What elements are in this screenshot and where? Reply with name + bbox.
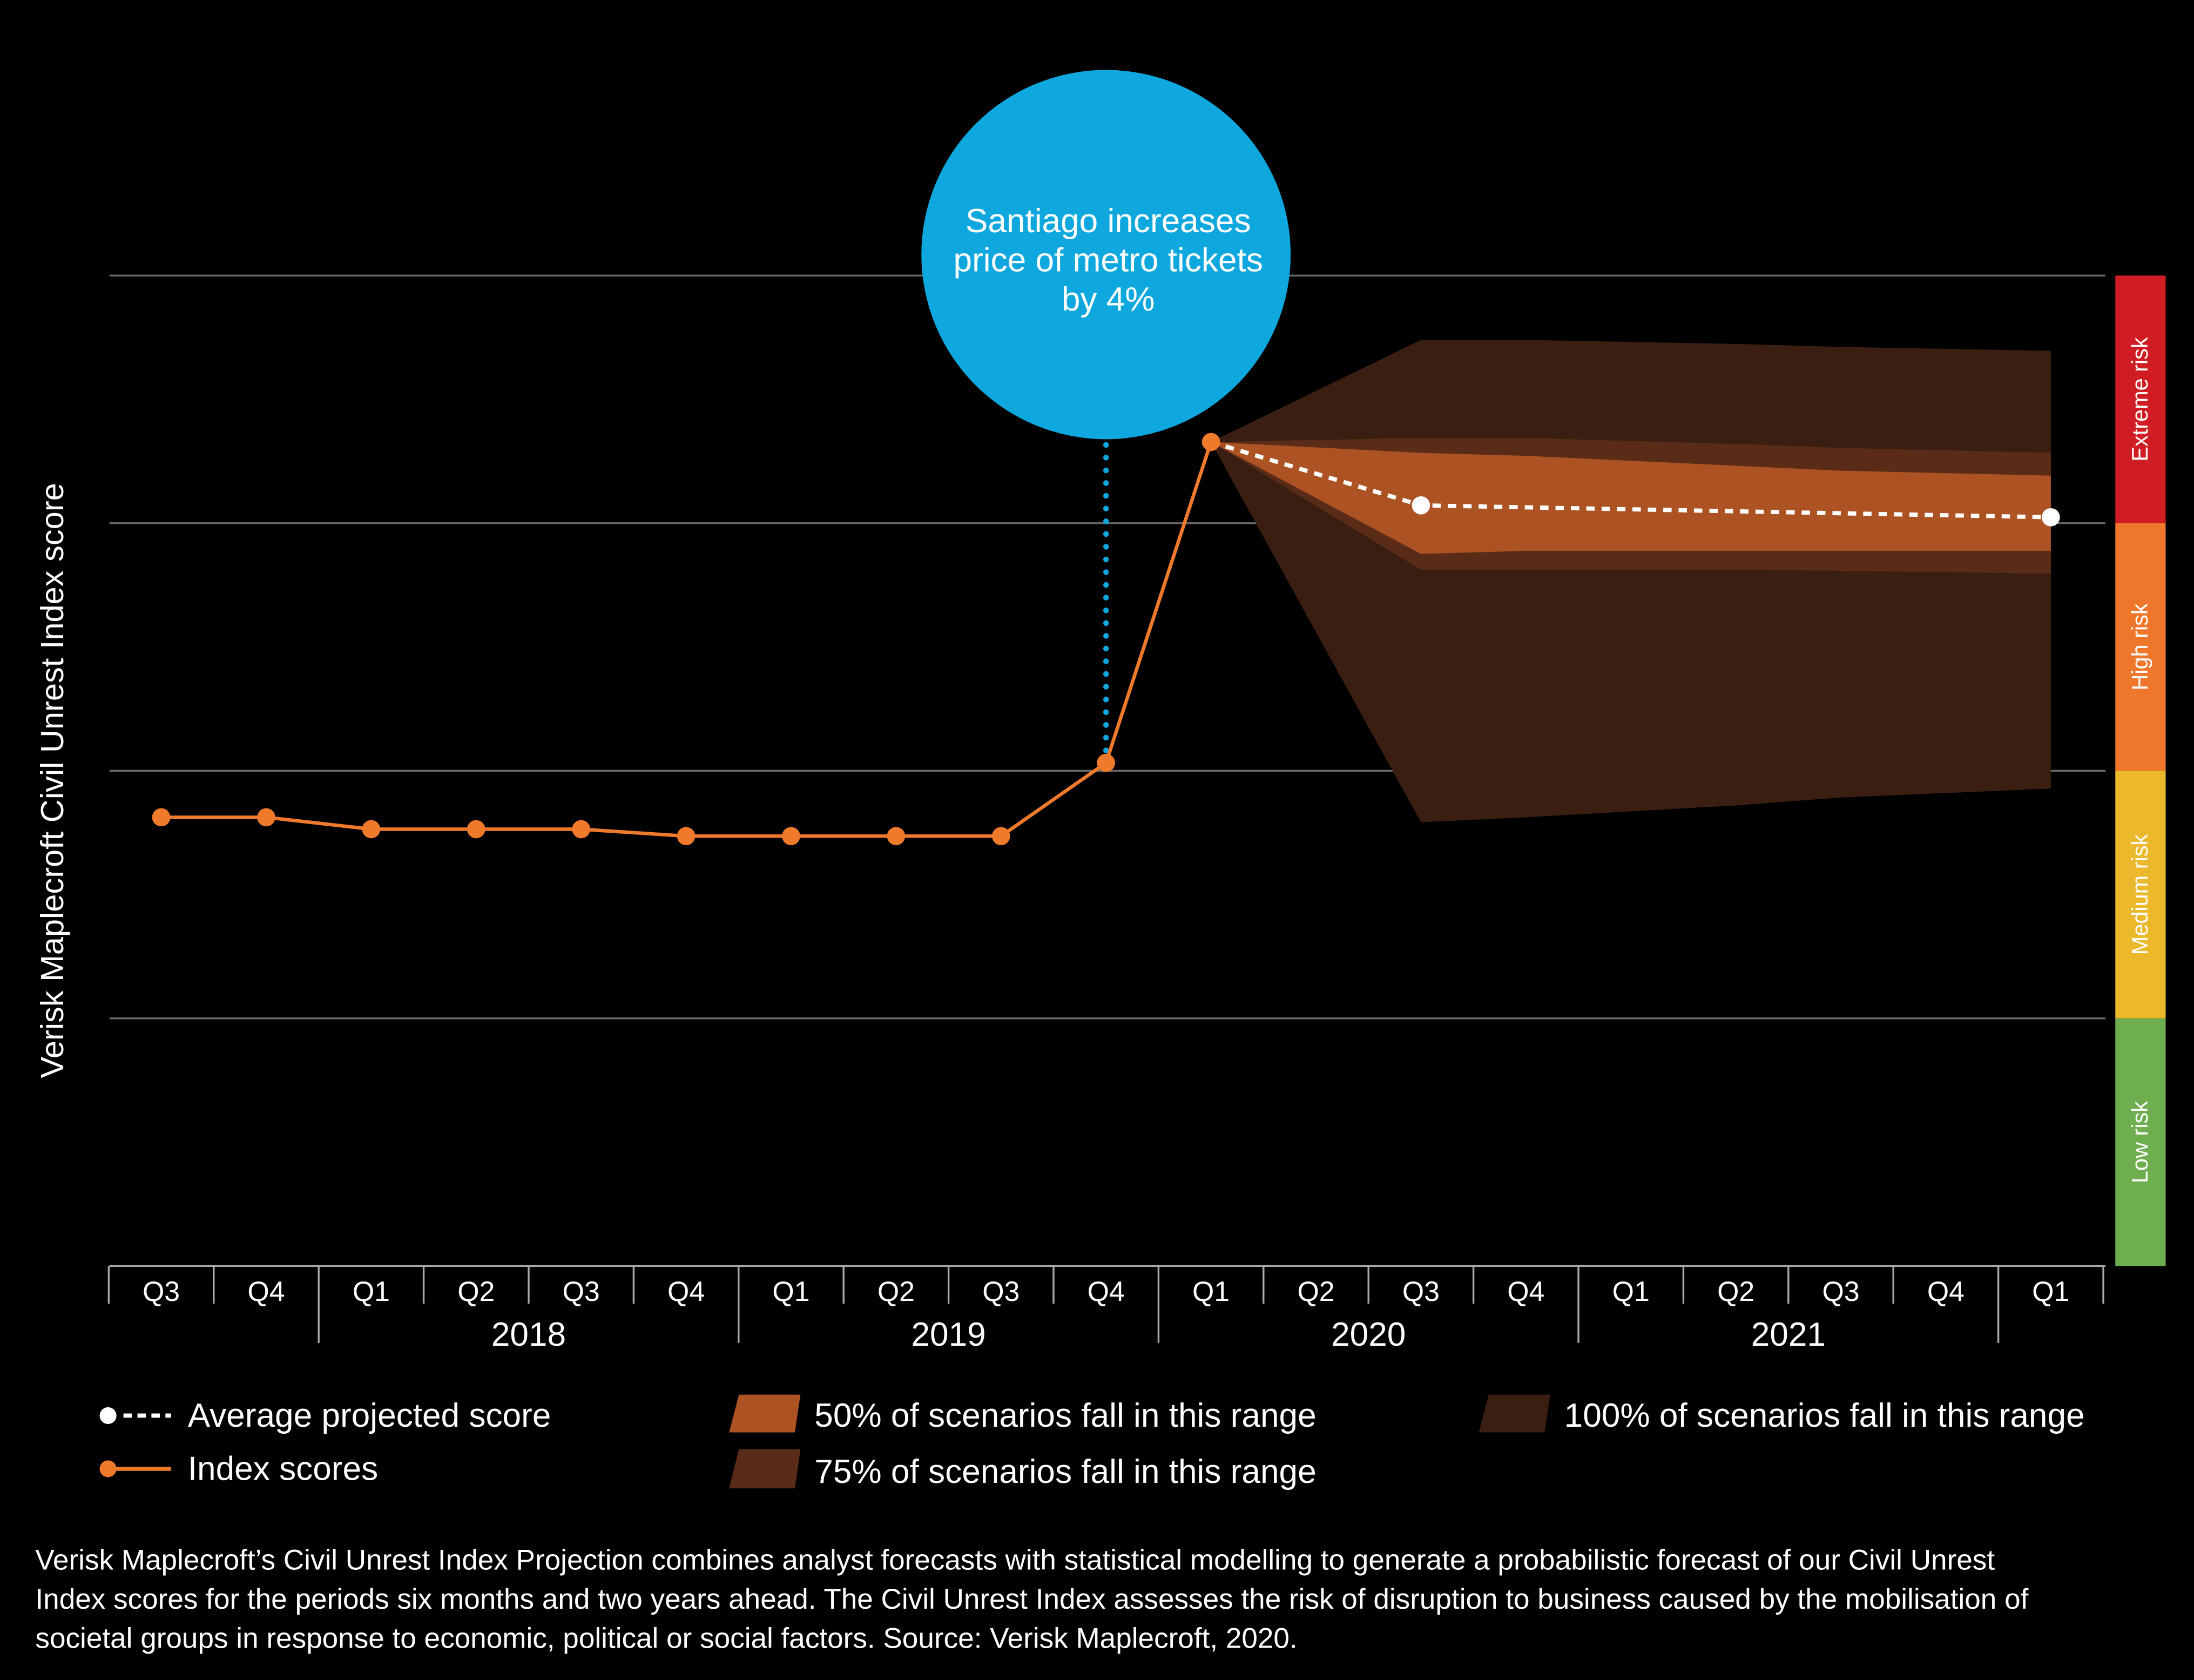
index-point (887, 827, 906, 846)
footnote: Verisk Maplecroft’s Civil Unrest Index P… (35, 1544, 2028, 1654)
index-point (572, 820, 591, 839)
risk-band (2115, 523, 2166, 771)
x-tick-label: Q1 (353, 1276, 390, 1307)
risk-band (2115, 771, 2166, 1018)
legend-index-label: Index scores (188, 1450, 378, 1488)
year-label: 2020 (1331, 1316, 1406, 1353)
x-axis: Q3 Q4 Q1 Q2 Q3 Q4 Q1 Q2 Q3 Q4 Q1 Q2 Q3 Q4 Q1 Q2 Q3 Q4 Q1 20… (107, 1265, 2106, 1353)
risk-bands: Extreme risk High risk Medium risk Low risk (2115, 275, 2166, 1266)
legend-75-swatch (729, 1449, 801, 1489)
x-tick-label: Q1 (1192, 1276, 1230, 1307)
risk-band-label: Extreme risk (2127, 337, 2152, 462)
x-tick-label: Q4 (1507, 1276, 1544, 1307)
risk-band (2115, 275, 2166, 523)
legend: Average projected score Index scores 50%… (99, 1394, 2085, 1490)
x-tick-label: Q2 (877, 1276, 915, 1307)
x-tick-label: Q3 (1822, 1276, 1859, 1307)
legend-50-label: 50% of scenarios fall in this range (814, 1397, 1316, 1434)
x-tick-label: Q3 (982, 1276, 1020, 1307)
index-point (467, 820, 485, 839)
year-label: 2021 (1751, 1316, 1826, 1353)
x-tick-label: Q3 (143, 1276, 180, 1307)
index-point (991, 827, 1010, 846)
year-label: 2018 (491, 1316, 566, 1353)
legend-75-label: 75% of scenarios fall in this range (814, 1453, 1316, 1490)
index-point (152, 808, 171, 827)
annotation: Santiago increases price of metro ticket… (921, 70, 1291, 755)
x-tick-label: Q3 (1402, 1276, 1440, 1307)
legend-avg-marker (99, 1407, 117, 1424)
year-label: 2019 (911, 1316, 985, 1353)
x-tick-label: Q4 (667, 1276, 705, 1307)
x-tick-label: Q1 (2032, 1276, 2069, 1307)
avg-projected-point (1412, 496, 1430, 515)
index-point (257, 808, 275, 827)
index-point (1097, 753, 1116, 772)
y-axis-label: Verisk Maplecroft Civil Unrest Index sco… (34, 483, 70, 1078)
x-tick-label: Q4 (1927, 1276, 1965, 1307)
legend-index-marker (99, 1460, 117, 1477)
index-point (677, 827, 696, 846)
x-tick-label: Q4 (1088, 1276, 1125, 1307)
series-lines (152, 433, 2060, 846)
x-tick-label: Q2 (457, 1276, 495, 1307)
projection-ranges (1211, 340, 2051, 822)
risk-band-label: Medium risk (2127, 834, 2152, 955)
index-point (1201, 433, 1220, 451)
range-area (1211, 442, 2051, 554)
risk-band-label: Low risk (2127, 1101, 2152, 1183)
x-tick-label: Q1 (772, 1276, 809, 1307)
x-tick-label: Q1 (1612, 1276, 1650, 1307)
annotation-text-1: Santiago increases (966, 203, 1251, 240)
risk-band (2115, 1018, 2166, 1266)
x-tick-label: Q2 (1717, 1276, 1754, 1307)
x-tick-label: Q4 (247, 1276, 285, 1307)
footnote-line-2: Index scores for the periods six months … (35, 1583, 2028, 1615)
index-point (782, 827, 800, 846)
legend-100-swatch (1479, 1394, 1550, 1433)
legend-50-swatch (729, 1394, 801, 1433)
legend-100-label: 100% of scenarios fall in this range (1564, 1397, 2085, 1434)
legend-avg-label: Average projected score (188, 1397, 551, 1434)
index-point (362, 820, 381, 839)
annotation-bubble (921, 70, 1291, 440)
x-tick-label: Q2 (1297, 1276, 1334, 1307)
risk-band-label: High risk (2127, 603, 2152, 690)
annotation-text-3: by 4% (1062, 281, 1155, 318)
avg-projected-point (2042, 508, 2060, 527)
x-tick-label: Q3 (563, 1276, 600, 1307)
footnote-line-1: Verisk Maplecroft’s Civil Unrest Index P… (35, 1544, 1995, 1576)
footnote-line-3: societal groups in response to economic,… (35, 1622, 1297, 1654)
annotation-text-2: price of metro tickets (954, 242, 1263, 279)
